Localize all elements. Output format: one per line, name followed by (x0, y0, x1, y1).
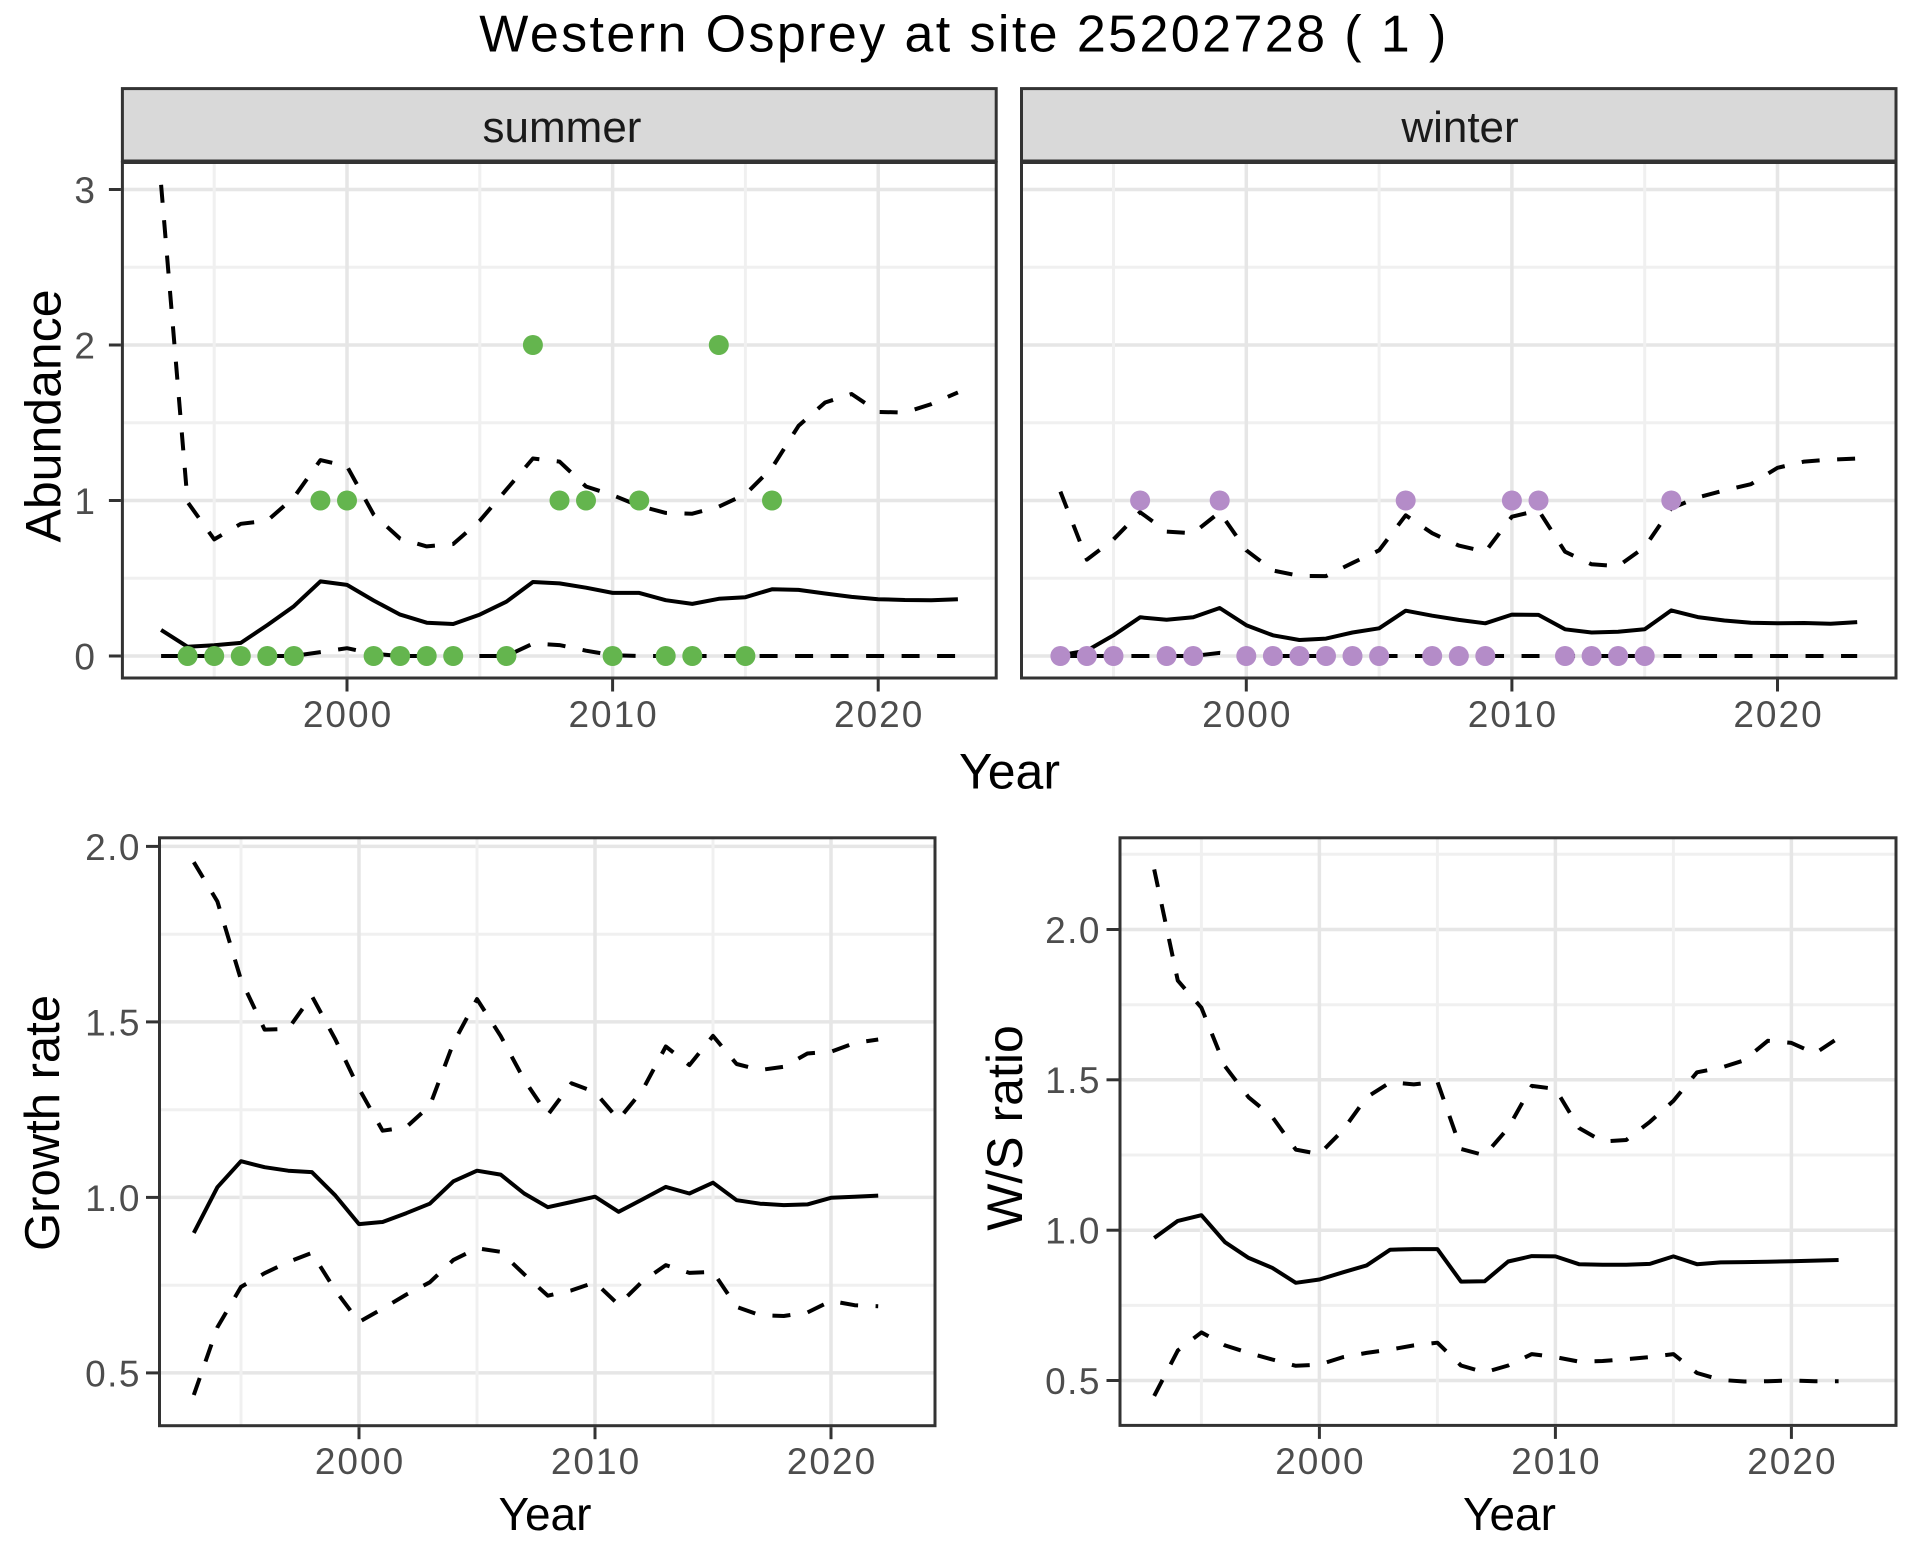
svg-text:Year: Year (1463, 1488, 1556, 1540)
svg-text:1.5: 1.5 (1045, 1060, 1101, 1101)
svg-text:0.5: 0.5 (85, 1353, 141, 1394)
svg-text:2020: 2020 (1747, 1441, 1837, 1482)
svg-text:2010: 2010 (551, 1441, 641, 1482)
svg-text:2010: 2010 (1468, 694, 1558, 735)
svg-text:2000: 2000 (315, 1441, 405, 1482)
svg-text:Western Osprey at site 2520272: Western Osprey at site 25202728 ( 1 ) (479, 6, 1448, 64)
svg-text:summer: summer (483, 103, 642, 152)
svg-text:2.0: 2.0 (85, 827, 141, 868)
svg-text:2010: 2010 (1511, 1441, 1601, 1482)
svg-text:2020: 2020 (834, 694, 924, 735)
svg-text:2000: 2000 (303, 694, 393, 735)
svg-text:3: 3 (74, 170, 95, 211)
svg-text:2010: 2010 (568, 694, 658, 735)
svg-text:Growth rate: Growth rate (16, 995, 70, 1251)
svg-text:Year: Year (959, 743, 1060, 799)
svg-text:1.0: 1.0 (1045, 1211, 1101, 1252)
svg-text:0.5: 0.5 (1045, 1361, 1101, 1402)
svg-text:0: 0 (74, 636, 95, 677)
svg-text:1.0: 1.0 (85, 1178, 141, 1219)
svg-text:winter: winter (1400, 103, 1518, 152)
svg-text:1: 1 (74, 481, 95, 522)
svg-text:2000: 2000 (1202, 694, 1292, 735)
svg-text:2000: 2000 (1275, 1441, 1365, 1482)
svg-text:2020: 2020 (787, 1441, 877, 1482)
svg-text:Year: Year (499, 1488, 592, 1540)
svg-text:Abundance: Abundance (16, 289, 72, 542)
svg-text:2.0: 2.0 (1045, 910, 1101, 951)
svg-text:2020: 2020 (1733, 694, 1823, 735)
svg-text:W/S ratio: W/S ratio (977, 1025, 1033, 1231)
svg-text:2: 2 (74, 325, 95, 366)
svg-text:1.5: 1.5 (85, 1002, 141, 1043)
